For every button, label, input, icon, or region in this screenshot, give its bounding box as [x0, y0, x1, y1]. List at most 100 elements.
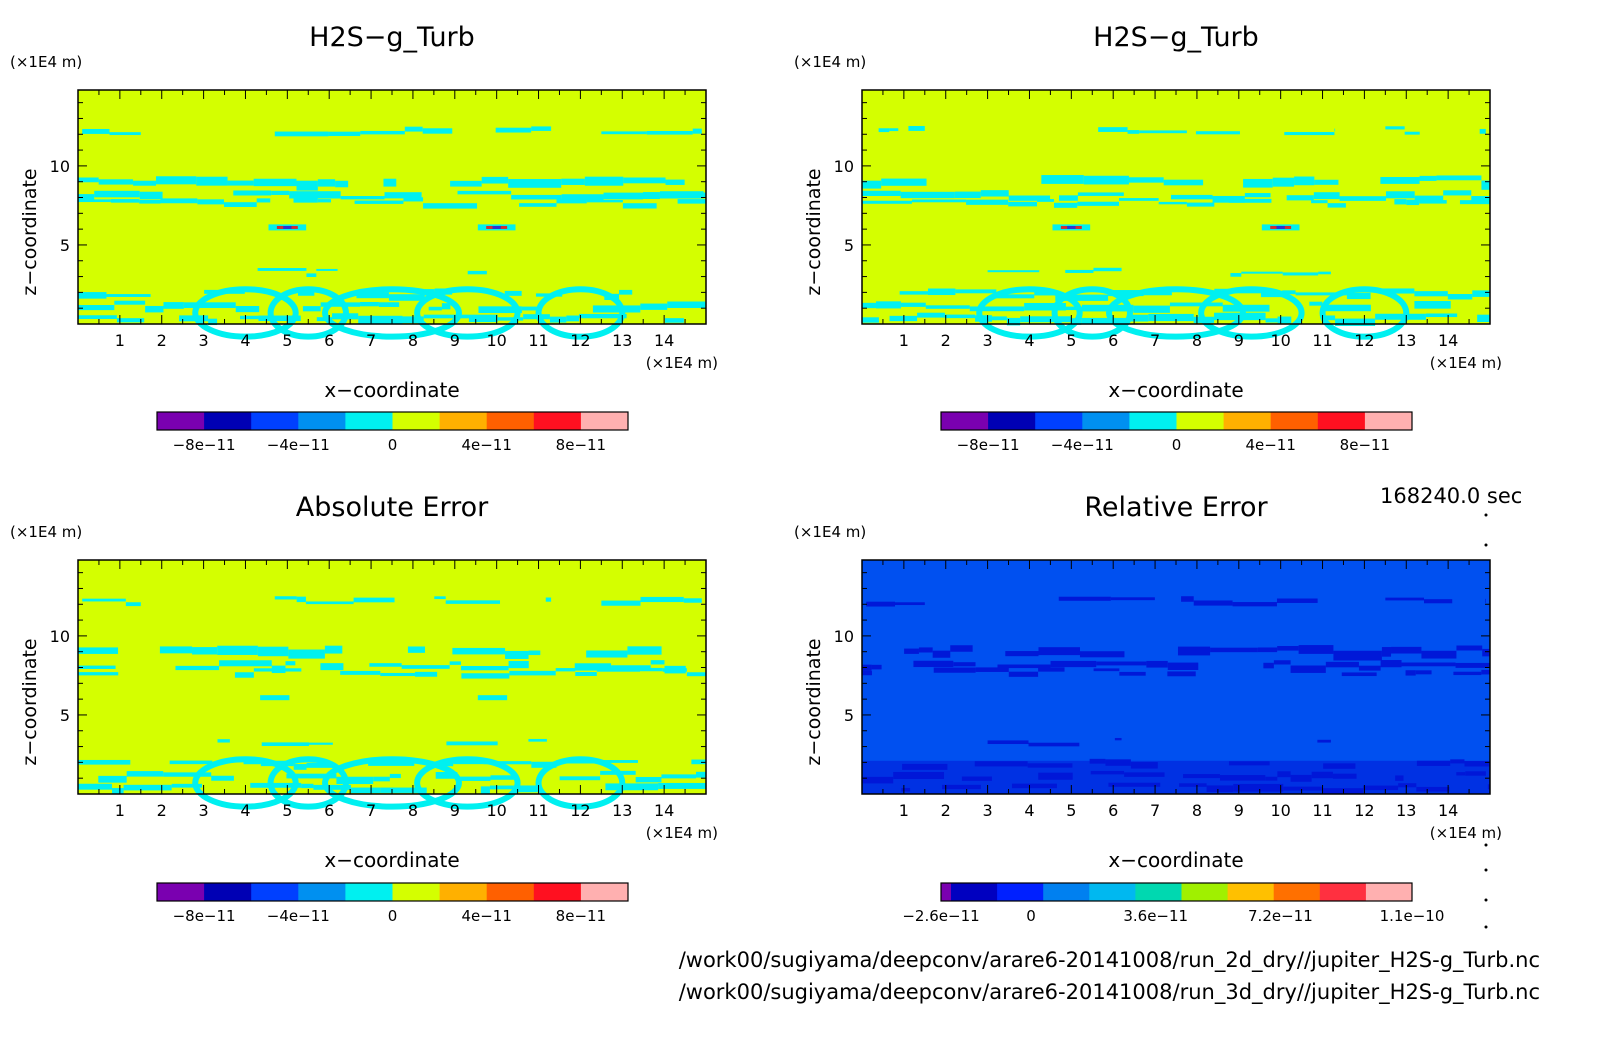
- heatmap-cell: [1041, 175, 1084, 184]
- heatmap-cell: [288, 649, 325, 659]
- heatmap-cell: [1163, 179, 1204, 186]
- margin-dot: [1484, 843, 1488, 847]
- x-axis-label: x−coordinate: [1108, 848, 1243, 872]
- heatmap-cell: [192, 647, 218, 655]
- x-unit-label: (×1E4 m): [646, 824, 718, 842]
- x-tick-label: 9: [450, 801, 460, 820]
- heatmap-cell: [658, 782, 706, 789]
- heatmap-cell: [579, 313, 627, 319]
- colorbar-swatch: [298, 412, 346, 430]
- heatmap-cell: [296, 596, 306, 603]
- x-tick-label: 13: [1396, 331, 1416, 350]
- x-tick-label: 2: [157, 801, 167, 820]
- heatmap-cell: [603, 192, 644, 200]
- heatmap-cell: [900, 302, 926, 307]
- heatmap-cell: [1265, 318, 1278, 323]
- colorbar-swatch: [486, 412, 535, 430]
- heatmap-cell: [481, 176, 509, 184]
- heatmap-cell: [1401, 662, 1456, 667]
- heatmap-cell: [1148, 313, 1194, 322]
- heatmap-cell: [192, 756, 299, 810]
- x-tick-label: 5: [1066, 331, 1076, 350]
- colorbar-swatch: [1227, 883, 1275, 901]
- heatmap-cell: [1333, 650, 1382, 661]
- colorbar-tick-label: 3.6e−11: [1123, 907, 1188, 925]
- heatmap-cell: [635, 776, 662, 783]
- x-tick-label: 9: [1234, 331, 1244, 350]
- heatmap-cell: [1177, 646, 1211, 656]
- heatmap-cell: [423, 314, 469, 319]
- heatmap-cell: [328, 131, 361, 137]
- x-tick-label: 2: [941, 331, 951, 350]
- heatmap-cell: [155, 176, 197, 185]
- heatmap-cell: [1028, 742, 1080, 747]
- file-path-3d: /work00/sugiyama/deepconv/arare6-2014100…: [678, 980, 1540, 1004]
- heatmap-cell: [619, 289, 633, 295]
- heatmap-cell: [217, 739, 230, 743]
- x-tick-label: 13: [612, 801, 632, 820]
- colorbar-swatch: [1035, 412, 1083, 430]
- heatmap-cell: [1230, 273, 1242, 277]
- heatmap-cell: [1067, 225, 1076, 229]
- colorbar-tick-label: 4e−11: [461, 907, 511, 925]
- heatmap-cell: [322, 286, 462, 340]
- heatmap-cell: [1282, 272, 1319, 276]
- heatmap-cell: [1385, 126, 1405, 130]
- heatmap-cell: [954, 191, 981, 199]
- heatmap-cell: [98, 775, 127, 783]
- colorbar-swatch: [580, 412, 629, 430]
- heatmap-cell: [378, 302, 400, 307]
- x-tick-label: 6: [1108, 331, 1118, 350]
- colorbar-tick-label: 0: [1026, 907, 1036, 925]
- heatmap-cell: [460, 665, 509, 671]
- x-tick-label: 4: [1024, 331, 1034, 350]
- heatmap-cell: [82, 598, 126, 602]
- colorbar-tick-label: 8e−11: [1340, 436, 1390, 454]
- heatmap-cell: [1106, 286, 1246, 340]
- heatmap-cell: [1276, 225, 1285, 229]
- heatmap-cell: [535, 286, 626, 340]
- heatmap-cell: [1119, 198, 1159, 201]
- heatmap-cell: [1257, 647, 1278, 653]
- colorbar-swatch: [951, 883, 998, 901]
- heatmap-cell: [257, 646, 289, 657]
- heatmap-cell: [691, 759, 706, 765]
- heatmap-cell: [441, 303, 451, 310]
- heatmap-cell: [78, 305, 115, 311]
- heatmap-cell: [306, 762, 334, 768]
- heatmap-cell: [1133, 305, 1170, 313]
- heatmap-cell: [407, 646, 425, 653]
- heatmap-cell: [1024, 302, 1066, 311]
- x-tick-label: 7: [366, 331, 376, 350]
- heatmap-cell: [373, 776, 390, 782]
- x-tick-label: 3: [983, 331, 993, 350]
- heatmap-cell: [1127, 314, 1149, 322]
- heatmap-cell: [932, 650, 951, 658]
- heatmap-cell: [1272, 177, 1295, 187]
- heatmap-cell: [1244, 193, 1271, 198]
- heatmap-cell: [1093, 267, 1122, 272]
- heatmap-cell: [535, 756, 626, 810]
- heatmap-cell: [1128, 177, 1164, 183]
- heatmap-cell: [664, 318, 684, 323]
- heatmap-cell: [116, 318, 145, 323]
- heatmap-cell: [497, 317, 524, 321]
- file-path-2d: /work00/sugiyama/deepconv/arare6-2014100…: [678, 948, 1540, 972]
- heatmap-cell: [317, 199, 332, 203]
- heatmap-cell: [483, 761, 532, 765]
- heatmap-cell: [145, 305, 164, 313]
- colorbar-swatch: [997, 883, 1044, 901]
- heatmap-cell: [208, 318, 218, 326]
- heatmap-cell: [183, 302, 236, 309]
- heatmap-cell: [258, 315, 301, 322]
- x-tick-label: 3: [983, 801, 993, 820]
- heatmap-cell: [1193, 600, 1233, 606]
- heatmap-cell: [353, 597, 395, 603]
- heatmap-cell: [450, 180, 482, 187]
- heatmap-cell: [1443, 190, 1472, 196]
- heatmap-cell: [461, 673, 510, 679]
- colorbar-swatch: [533, 412, 582, 430]
- heatmap-cell: [1322, 304, 1371, 312]
- heatmap-cell: [219, 660, 272, 667]
- heatmap-cell: [1314, 179, 1339, 185]
